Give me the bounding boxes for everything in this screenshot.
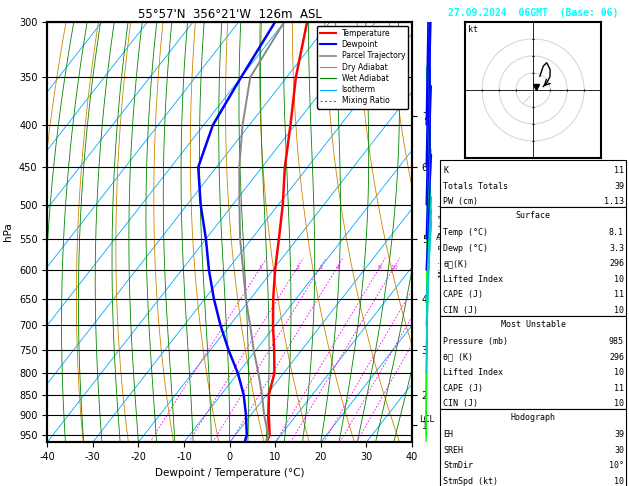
Text: PW (cm): PW (cm) <box>443 197 479 206</box>
Text: Lifted Index: Lifted Index <box>443 368 503 377</box>
Text: 8.1: 8.1 <box>609 228 624 237</box>
Text: Pressure (mb): Pressure (mb) <box>443 337 508 346</box>
Text: 3.3: 3.3 <box>609 244 624 253</box>
Text: Totals Totals: Totals Totals <box>443 182 508 191</box>
Text: 296: 296 <box>609 260 624 268</box>
Text: 8: 8 <box>378 265 382 270</box>
X-axis label: Dewpoint / Temperature (°C): Dewpoint / Temperature (°C) <box>155 468 304 478</box>
Text: LCL: LCL <box>420 415 435 424</box>
Text: Surface: Surface <box>516 211 550 220</box>
Text: 985: 985 <box>609 337 624 346</box>
Text: 4: 4 <box>335 265 339 270</box>
Text: 10: 10 <box>614 368 624 377</box>
Text: CIN (J): CIN (J) <box>443 399 479 408</box>
Text: θᴇ (K): θᴇ (K) <box>443 353 474 362</box>
Y-axis label: km
ASL: km ASL <box>436 223 453 242</box>
Text: 39: 39 <box>614 182 624 191</box>
Text: StmSpd (kt): StmSpd (kt) <box>443 477 498 486</box>
Text: 39: 39 <box>614 431 624 439</box>
Text: EH: EH <box>443 431 454 439</box>
Text: Most Unstable: Most Unstable <box>501 320 565 329</box>
Text: 11: 11 <box>614 166 624 175</box>
Text: 1: 1 <box>259 265 263 270</box>
Text: Dewp (°C): Dewp (°C) <box>443 244 489 253</box>
Text: 11: 11 <box>614 291 624 299</box>
Text: StmDir: StmDir <box>443 462 474 470</box>
Text: Hodograph: Hodograph <box>511 413 555 422</box>
Text: CAPE (J): CAPE (J) <box>443 291 484 299</box>
Text: CAPE (J): CAPE (J) <box>443 384 484 393</box>
Text: 296: 296 <box>609 353 624 362</box>
Text: 1.13: 1.13 <box>604 197 624 206</box>
Text: K: K <box>443 166 448 175</box>
Y-axis label: hPa: hPa <box>3 223 13 242</box>
Text: 10: 10 <box>390 265 398 270</box>
Text: Mixing Ratio (g/kg): Mixing Ratio (g/kg) <box>438 204 447 277</box>
Legend: Temperature, Dewpoint, Parcel Trajectory, Dry Adiabat, Wet Adiabat, Isotherm, Mi: Temperature, Dewpoint, Parcel Trajectory… <box>317 26 408 108</box>
Text: 10°: 10° <box>609 462 624 470</box>
Text: Temp (°C): Temp (°C) <box>443 228 489 237</box>
Text: 27.09.2024  06GMT  (Base: 06): 27.09.2024 06GMT (Base: 06) <box>448 8 618 18</box>
Text: CIN (J): CIN (J) <box>443 306 479 315</box>
Text: Lifted Index: Lifted Index <box>443 275 503 284</box>
Text: 11: 11 <box>614 384 624 393</box>
Text: 10: 10 <box>614 399 624 408</box>
Text: 3: 3 <box>318 265 323 270</box>
Text: 30: 30 <box>614 446 624 455</box>
Text: kt: kt <box>469 25 479 35</box>
Text: 10: 10 <box>614 306 624 315</box>
Text: θᴇ(K): θᴇ(K) <box>443 260 469 268</box>
Title: 55°57'N  356°21'W  126m  ASL: 55°57'N 356°21'W 126m ASL <box>138 8 321 21</box>
Text: 10: 10 <box>614 275 624 284</box>
Text: 10: 10 <box>614 477 624 486</box>
Text: 2: 2 <box>296 265 299 270</box>
Text: SREH: SREH <box>443 446 464 455</box>
